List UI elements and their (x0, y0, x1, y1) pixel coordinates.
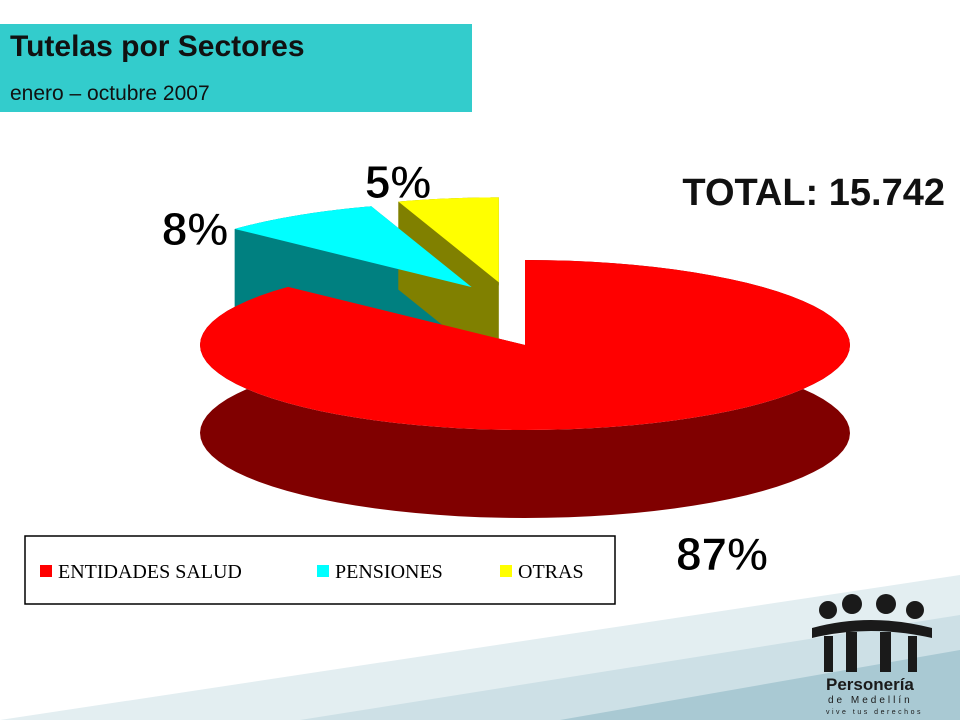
legend: ENTIDADES SALUD PENSIONES OTRAS (40, 561, 584, 583)
chart-subtitle: enero – octubre 2007 (10, 82, 210, 105)
slice (398, 197, 499, 283)
slice (234, 206, 472, 288)
legend-label: OTRAS (518, 561, 584, 583)
data-label: 87% (676, 528, 768, 580)
title-box (0, 24, 472, 112)
data-label: 5% (365, 156, 431, 208)
legend-swatch (40, 565, 52, 577)
logo: Personería de Medellín vive tus derechos (812, 594, 932, 716)
pie (200, 197, 850, 518)
total-annotation: TOTAL: 15.742 (682, 172, 945, 214)
logo-name: Personería (826, 675, 914, 694)
logo-slogan: vive tus derechos (826, 709, 923, 716)
slice (200, 260, 850, 430)
legend-swatch (317, 565, 329, 577)
wave-front (560, 650, 960, 720)
legend-swatch (500, 565, 512, 577)
data-label: 8% (162, 203, 228, 255)
legend-label: ENTIDADES SALUD (58, 561, 242, 583)
chart-title: Tutelas por Sectores (10, 30, 305, 63)
logo-city: de Medellín (828, 695, 913, 706)
legend-label: PENSIONES (335, 561, 443, 583)
